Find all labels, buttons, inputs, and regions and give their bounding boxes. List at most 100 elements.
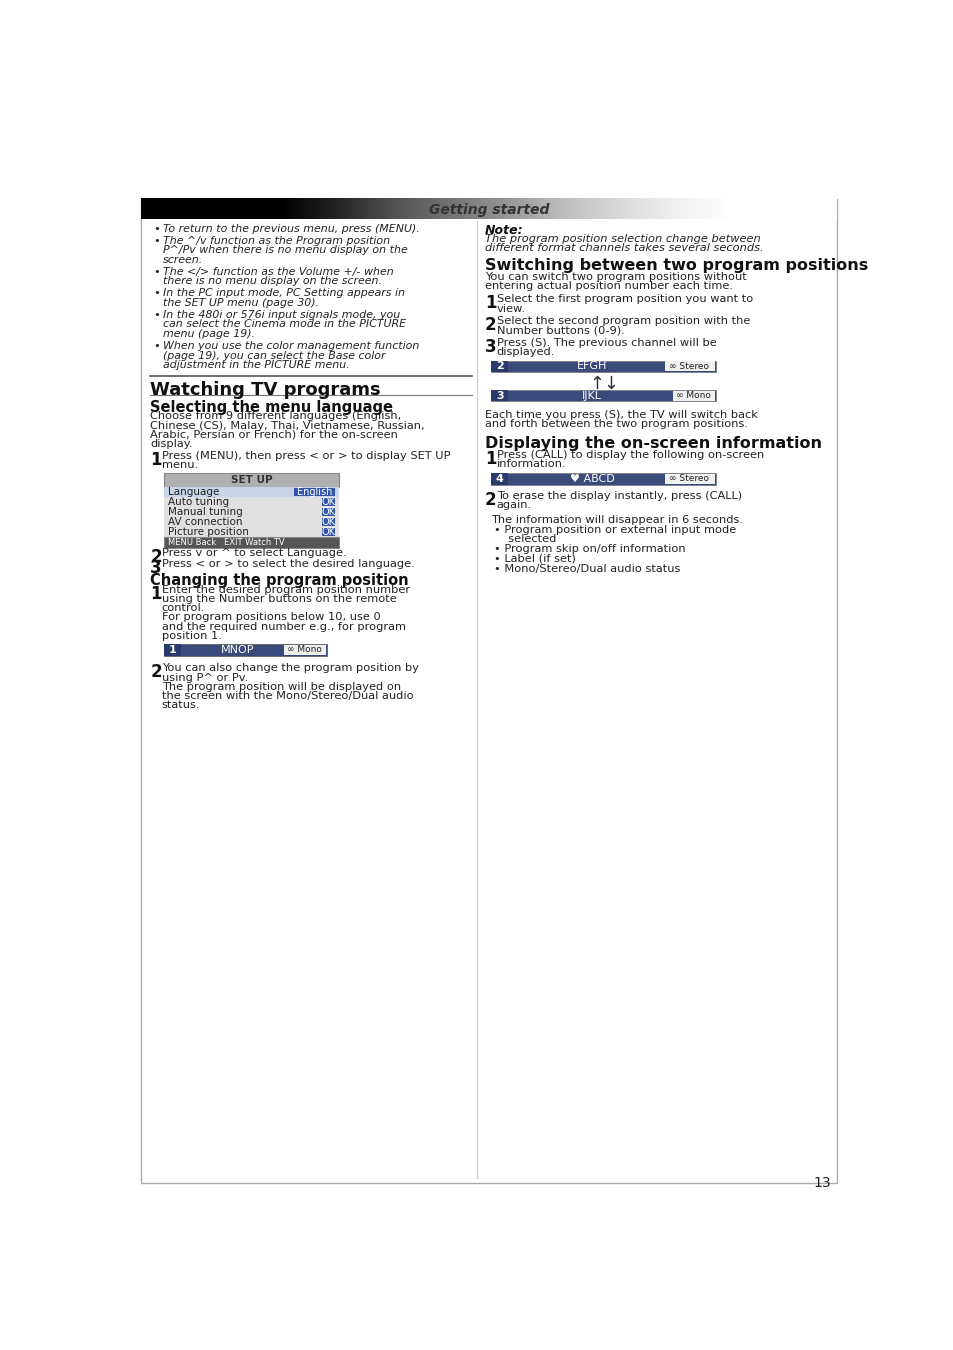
Text: (page 19), you can select the Base color: (page 19), you can select the Base color (162, 351, 385, 360)
Text: Selecting the menu language: Selecting the menu language (150, 400, 393, 414)
Bar (664, 362, 715, 371)
Text: SET UP: SET UP (231, 475, 272, 485)
Text: display.: display. (150, 439, 193, 450)
Bar (164, 526, 338, 537)
Text: OK: OK (321, 508, 335, 517)
Text: For program positions below 10, use 0: For program positions below 10, use 0 (162, 613, 380, 622)
Bar (164, 517, 338, 526)
Text: Press (CALL) to display the following on-screen: Press (CALL) to display the following on… (497, 450, 763, 460)
Text: You can also change the program position by: You can also change the program position… (162, 663, 418, 674)
Bar (491, 390, 716, 401)
Text: ↑: ↑ (589, 375, 604, 393)
Text: Each time you press (S), the TV will switch back: Each time you press (S), the TV will swi… (484, 410, 757, 420)
Bar (164, 508, 338, 517)
Text: The </> function as the Volume +/- when: The </> function as the Volume +/- when (162, 267, 393, 277)
Text: using P^ or Pv.: using P^ or Pv. (162, 672, 248, 683)
Text: screen.: screen. (162, 255, 203, 265)
Bar (164, 644, 327, 656)
Text: Picture position: Picture position (168, 526, 249, 537)
Text: • Program skip on/off information: • Program skip on/off information (494, 544, 685, 554)
Text: Language: Language (168, 487, 219, 497)
Text: Manual tuning: Manual tuning (168, 508, 243, 517)
Text: Press (MENU), then press < or > to display SET UP: Press (MENU), then press < or > to displ… (162, 451, 450, 460)
Text: ∞ Stereo: ∞ Stereo (668, 362, 708, 371)
Text: •: • (153, 310, 160, 320)
Text: the screen with the Mono/Stereo/Dual audio: the screen with the Mono/Stereo/Dual aud… (162, 691, 413, 701)
Text: The information will disappear in 6 seconds.: The information will disappear in 6 seco… (491, 514, 742, 525)
Text: the SET UP menu (page 30).: the SET UP menu (page 30). (162, 298, 318, 308)
Text: • Label (if set): • Label (if set) (494, 554, 576, 564)
Bar (164, 497, 338, 508)
Text: P^/Pv when there is no menu display on the: P^/Pv when there is no menu display on t… (162, 246, 407, 255)
Text: Number buttons (0-9).: Number buttons (0-9). (497, 325, 624, 335)
Text: adjustment in the PICTURE menu.: adjustment in the PICTURE menu. (162, 360, 349, 370)
Text: •: • (153, 224, 160, 234)
Text: To return to the previous menu, press (MENU).: To return to the previous menu, press (M… (162, 224, 419, 234)
Text: ∞ Mono: ∞ Mono (676, 392, 711, 400)
Bar (164, 487, 338, 497)
Text: Displaying the on-screen information: Displaying the on-screen information (484, 436, 821, 451)
Text: Watching TV programs: Watching TV programs (150, 382, 380, 400)
Text: menu (page 19).: menu (page 19). (162, 329, 254, 339)
Text: view.: view. (497, 304, 525, 313)
Bar (321, 518, 335, 526)
Text: 2: 2 (150, 663, 162, 682)
Text: 2: 2 (150, 548, 162, 566)
Text: different format channels takes several seconds.: different format channels takes several … (484, 243, 762, 252)
Text: OK: OK (321, 517, 335, 526)
Text: •: • (153, 235, 160, 246)
Bar (491, 360, 716, 373)
Text: 2: 2 (484, 316, 497, 333)
Text: Choose from 9 different languages (English,: Choose from 9 different languages (Engli… (150, 412, 401, 421)
Text: 3: 3 (496, 390, 503, 401)
Text: can select the Cinema mode in the PICTURE: can select the Cinema mode in the PICTUR… (162, 320, 405, 329)
Bar (321, 528, 335, 536)
Text: information.: information. (497, 459, 566, 470)
Bar (491, 390, 508, 401)
Text: ↓: ↓ (603, 375, 618, 393)
Text: menu.: menu. (162, 460, 198, 470)
Text: 1: 1 (484, 294, 496, 312)
Bar (283, 645, 326, 655)
Text: •: • (153, 267, 160, 277)
Text: Press < or > to select the desired language.: Press < or > to select the desired langu… (162, 559, 415, 570)
Text: Press (S). The previous channel will be: Press (S). The previous channel will be (497, 338, 716, 347)
Text: 2: 2 (496, 362, 503, 371)
Bar (164, 644, 181, 656)
Bar (321, 498, 335, 506)
Text: Changing the program position: Changing the program position (150, 574, 409, 589)
Text: Note:: Note: (484, 224, 523, 236)
Text: position 1.: position 1. (162, 630, 221, 641)
Text: 1: 1 (150, 585, 162, 602)
Text: ♥ ABCD: ♥ ABCD (569, 474, 614, 483)
Text: Select the second program position with the: Select the second program position with … (497, 316, 749, 325)
Text: Press v or ^ to select Language.: Press v or ^ to select Language. (162, 548, 346, 558)
Text: Switching between two program positions: Switching between two program positions (484, 258, 867, 273)
Text: In the PC input mode, PC Setting appears in: In the PC input mode, PC Setting appears… (162, 289, 404, 298)
Text: Auto tuning: Auto tuning (168, 497, 229, 508)
Text: selected: selected (500, 533, 556, 544)
Text: The ^/v function as the Program position: The ^/v function as the Program position (162, 235, 390, 246)
Text: When you use the color management function: When you use the color management functi… (162, 342, 418, 351)
Text: AV connection: AV connection (168, 517, 242, 526)
Text: •: • (153, 342, 160, 351)
Text: entering actual position number each time.: entering actual position number each tim… (484, 281, 732, 292)
Text: and the required number e.g., for program: and the required number e.g., for progra… (162, 622, 405, 632)
Text: displayed.: displayed. (497, 347, 555, 356)
Text: To erase the display instantly, press (CALL): To erase the display instantly, press (C… (497, 491, 741, 501)
Text: In the 480i or 576i input signals mode, you: In the 480i or 576i input signals mode, … (162, 310, 399, 320)
Bar (321, 508, 335, 516)
Text: 1: 1 (169, 645, 176, 655)
Text: MNOP: MNOP (221, 645, 254, 655)
Text: You can switch two program positions without: You can switch two program positions wit… (484, 273, 746, 282)
Bar (491, 472, 716, 485)
Text: Arabic, Persian or French) for the on-screen: Arabic, Persian or French) for the on-sc… (150, 429, 397, 440)
Text: status.: status. (162, 701, 200, 710)
Text: using the Number buttons on the remote: using the Number buttons on the remote (162, 594, 396, 603)
Text: OK: OK (321, 497, 335, 508)
Text: there is no menu display on the screen.: there is no menu display on the screen. (162, 277, 381, 286)
Bar (491, 360, 508, 373)
Text: again.: again. (497, 500, 531, 510)
Text: control.: control. (162, 603, 205, 613)
Text: 3: 3 (150, 559, 162, 578)
